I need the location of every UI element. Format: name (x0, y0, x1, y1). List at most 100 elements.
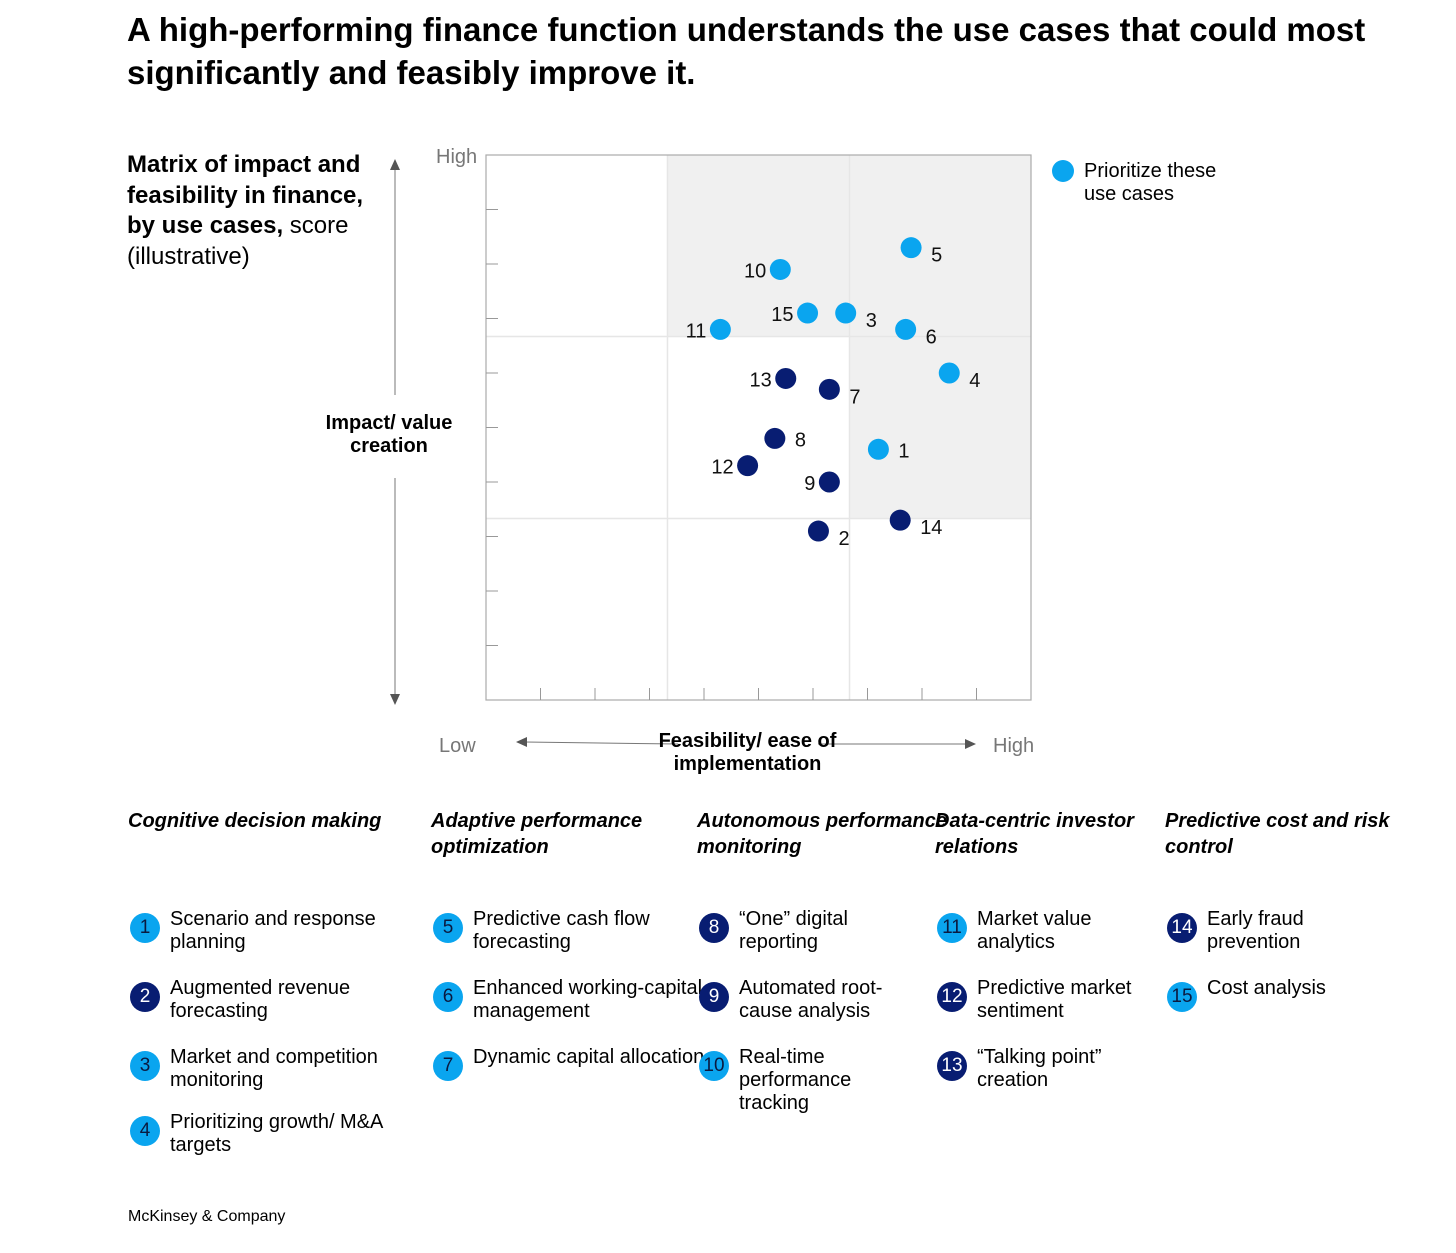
use-case-item: 5 Predictive cash flow forecasting (431, 908, 711, 954)
use-case-label: “One” digital reporting (739, 908, 848, 953)
data-point-2 (807, 520, 829, 542)
use-case-item: 8 “One” digital reporting (697, 908, 977, 954)
subtitle-normal: score (illustrative) (127, 212, 349, 270)
data-label-3: 3 (866, 310, 877, 332)
use-case-item: 13 “Talking point” creation (935, 1046, 1215, 1092)
data-label-5: 5 (931, 245, 942, 267)
legend-prioritize-dot (1052, 160, 1074, 182)
chart-subtitle: Matrix of impact and feasibility in fina… (127, 150, 367, 272)
use-case-item: 9 Automated root-cause analysis (697, 977, 977, 1023)
use-case-label: Scenario and response planning (170, 908, 376, 953)
y-axis-high-label: High (436, 146, 478, 168)
number-badge: 12 (937, 982, 967, 1012)
use-case-label: Market and competition monitoring (170, 1046, 378, 1091)
data-point-6 (895, 318, 917, 340)
data-point-4 (938, 362, 960, 384)
use-case-item: 4 Prioritizing growth/ M&A targets (128, 1111, 408, 1157)
use-case-item: 12 Predictive market sentiment (935, 977, 1215, 1023)
number-badge: 13 (937, 1051, 967, 1081)
number-badge: 9 (699, 982, 729, 1012)
group-heading: Adaptive performance optimization (431, 810, 643, 858)
use-case-label: Market value analytics (977, 908, 1092, 953)
group-heading: Autonomous performance monitoring (697, 810, 948, 858)
data-label-6: 6 (926, 326, 937, 348)
data-point-9 (818, 471, 840, 493)
use-case-item: 15 Cost analysis (1165, 977, 1445, 1012)
use-case-item: 1 Scenario and response planning (128, 908, 408, 954)
use-case-item: 3 Market and competition monitoring (128, 1046, 408, 1092)
number-badge: 4 (130, 1116, 160, 1146)
use-case-group: Cognitive decision making 1 Scenario and r… (128, 808, 408, 1156)
data-label-13: 13 (750, 369, 772, 391)
x-axis-label: Feasibility/ ease of implementation (658, 730, 837, 775)
y-axis-arrow-up-icon (390, 159, 400, 170)
use-case-label: Automated root-cause analysis (739, 977, 883, 1022)
data-label-2: 2 (838, 528, 849, 550)
number-badge: 6 (433, 982, 463, 1012)
page-title: A high-performing finance function under… (127, 11, 1366, 91)
use-case-item: 14 Early fraud prevention (1165, 908, 1445, 954)
data-label-7: 7 (849, 386, 860, 408)
data-label-12: 12 (711, 457, 733, 479)
subtitle-bold: Matrix of impact and feasibility in fina… (127, 151, 364, 239)
footer-source: McKinsey & Company (128, 1208, 286, 1225)
data-label-10: 10 (744, 260, 766, 282)
data-point-1 (867, 438, 889, 460)
number-badge: 11 (937, 913, 967, 943)
use-case-item: 11 Market value analytics (935, 908, 1215, 954)
use-case-item: 2 Augmented revenue forecasting (128, 977, 408, 1023)
group-heading: Data-centric investor relations (935, 810, 1134, 858)
data-point-13 (775, 367, 797, 389)
use-case-label: Augmented revenue forecasting (170, 977, 351, 1022)
data-point-8 (764, 427, 786, 449)
use-case-label: “Talking point” creation (977, 1046, 1102, 1091)
data-label-9: 9 (804, 473, 815, 495)
data-label-4: 4 (969, 370, 980, 392)
data-label-15: 15 (771, 304, 793, 326)
data-point-12 (737, 455, 759, 477)
data-point-3 (835, 302, 857, 324)
use-case-group: Predictive cost and risk control 14 Early … (1165, 808, 1445, 1012)
use-case-label: Real-time performance tracking (739, 1046, 852, 1114)
number-badge: 2 (130, 982, 160, 1012)
use-case-label: Cost analysis (1207, 977, 1326, 999)
data-point-14 (889, 509, 911, 531)
data-point-7 (818, 378, 840, 400)
use-case-item: 6 Enhanced working-capital management (431, 977, 711, 1023)
number-badge: 5 (433, 913, 463, 943)
group-heading: Predictive cost and risk control (1165, 810, 1390, 858)
number-badge: 8 (699, 913, 729, 943)
group-heading: Cognitive decision making (128, 810, 382, 832)
use-case-group: Autonomous performance monitoring 8 “One” … (697, 808, 977, 1114)
use-case-label: Early fraud prevention (1207, 908, 1304, 953)
use-case-label: Dynamic capital allocation (473, 1046, 705, 1068)
use-case-label: Predictive cash flow forecasting (473, 908, 650, 953)
x-axis-arrow-right-icon (965, 739, 976, 749)
x-axis-high-label: High (993, 735, 1035, 757)
data-point-5 (900, 237, 922, 259)
use-case-group: Data-centric investor relations 11 Market … (935, 808, 1215, 1091)
data-point-11 (709, 318, 731, 340)
legend-prioritize-label: Prioritize these use cases (1084, 160, 1217, 205)
number-badge: 3 (130, 1051, 160, 1081)
use-case-item: 7 Dynamic capital allocation (431, 1046, 711, 1081)
number-badge: 14 (1167, 913, 1197, 943)
data-point-10 (769, 258, 791, 280)
data-label-11: 11 (686, 320, 707, 342)
use-case-group: Adaptive performance optimization 5 Predic… (431, 808, 711, 1081)
data-point-15 (797, 302, 819, 324)
use-case-label: Prioritizing growth/ M&A targets (170, 1111, 383, 1156)
use-case-label: Enhanced working-capital management (473, 977, 703, 1022)
x-axis-arrow-left-icon (516, 737, 527, 747)
data-label-1: 1 (898, 440, 909, 462)
y-axis-label: Impact/ value creation (325, 412, 453, 457)
legend: Prioritize these use cases (1052, 160, 1254, 206)
data-label-8: 8 (795, 429, 806, 451)
use-case-item: 10 Real-time performance tracking (697, 1046, 977, 1115)
x-axis-arrow-line-left (524, 741, 679, 745)
x-axis-low-label: Low (439, 735, 476, 757)
data-label-14: 14 (920, 517, 942, 539)
y-axis-arrow-down-icon (390, 694, 400, 705)
